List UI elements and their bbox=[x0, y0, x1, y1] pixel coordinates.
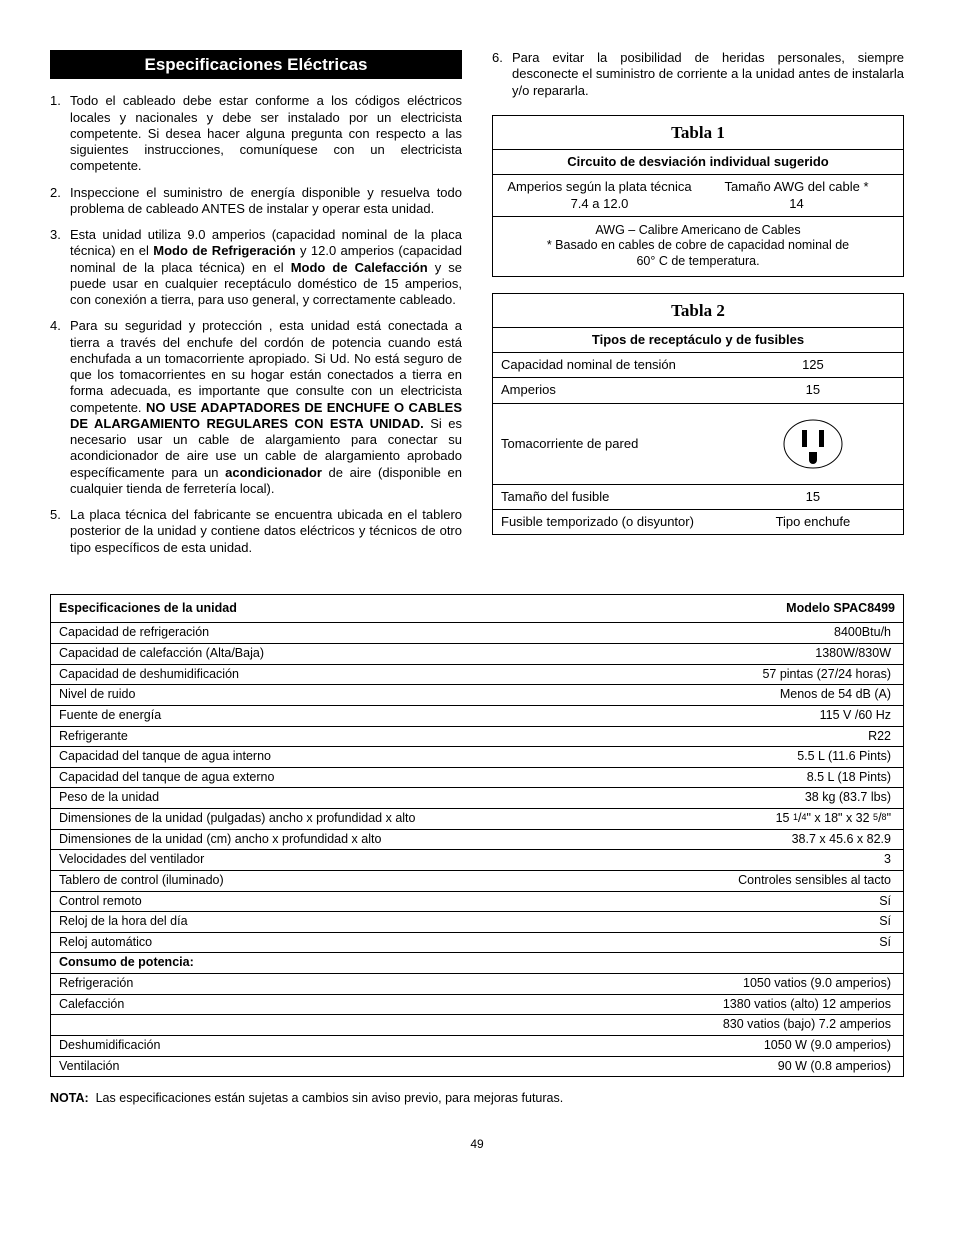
table-subtitle: Tipos de receptáculo y de fusibles bbox=[493, 328, 903, 353]
table-cell bbox=[51, 1015, 617, 1036]
table-cell: 38 kg (83.7 lbs) bbox=[617, 788, 904, 809]
footnote: NOTA: Las especificaciones están sujetas… bbox=[50, 1091, 904, 1107]
table-cell: R22 bbox=[617, 726, 904, 747]
instruction-list-cont: Para evitar la posibilidad de heridas pe… bbox=[492, 50, 904, 99]
outlet-icon bbox=[731, 418, 895, 470]
table-cell: Nivel de ruido bbox=[51, 685, 617, 706]
table-cell: Controles sensibles al tacto bbox=[617, 870, 904, 891]
table-cell: Amperios bbox=[501, 382, 731, 398]
table-cell: Reloj automático bbox=[51, 932, 617, 953]
table-cell: Sí bbox=[617, 891, 904, 912]
table-cell: Tablero de control (iluminado) bbox=[51, 870, 617, 891]
table-title: Tabla 2 bbox=[493, 294, 903, 328]
table-cell: Refrigeración bbox=[51, 974, 617, 995]
table-cell: Tamaño AWG del cable * 14 bbox=[698, 179, 895, 212]
table-cell: Tamaño del fusible bbox=[501, 489, 731, 505]
page-number: 49 bbox=[50, 1137, 904, 1152]
table-cell: Dimensiones de la unidad (pulgadas) anch… bbox=[51, 809, 617, 830]
table-cell: Velocidades del ventilador bbox=[51, 850, 617, 871]
table-cell: 15 bbox=[731, 382, 895, 398]
table-cell: Control remoto bbox=[51, 891, 617, 912]
table-note: AWG – Calibre Americano de Cables * Basa… bbox=[493, 217, 903, 276]
table-cell: Tipo enchufe bbox=[731, 514, 895, 530]
list-item: La placa técnica del fabricante se encue… bbox=[50, 507, 462, 556]
table-cell: 1380 vatios (alto) 12 amperios bbox=[617, 994, 904, 1015]
table-cell: Ventilación bbox=[51, 1056, 617, 1077]
table-cell: 8400Btu/h bbox=[617, 623, 904, 644]
list-item: Para evitar la posibilidad de heridas pe… bbox=[492, 50, 904, 99]
table-subheader: Consumo de potencia: bbox=[51, 953, 904, 974]
table-cell: Capacidad del tanque de agua interno bbox=[51, 747, 617, 768]
table-cell: Menos de 54 dB (A) bbox=[617, 685, 904, 706]
table-cell: Calefacción bbox=[51, 994, 617, 1015]
table-cell: 15 bbox=[731, 489, 895, 505]
table-cell: Dimensiones de la unidad (cm) ancho x pr… bbox=[51, 829, 617, 850]
table-cell: Refrigerante bbox=[51, 726, 617, 747]
table-cell: 15 1/4" x 18" x 32 5/8" bbox=[617, 809, 904, 830]
list-item: Todo el cableado debe estar conforme a l… bbox=[50, 93, 462, 174]
table-cell: 1380W/830W bbox=[617, 644, 904, 665]
table-header: Especificaciones de la unidad bbox=[51, 594, 617, 623]
table-cell: 125 bbox=[731, 357, 895, 373]
table-cell: 3 bbox=[617, 850, 904, 871]
table-cell: Tomacorriente de pared bbox=[501, 436, 731, 452]
list-item: Para su seguridad y protección , esta un… bbox=[50, 318, 462, 497]
table-cell: Peso de la unidad bbox=[51, 788, 617, 809]
table-cell: 38.7 x 45.6 x 82.9 bbox=[617, 829, 904, 850]
table-cell: Capacidad de calefacción (Alta/Baja) bbox=[51, 644, 617, 665]
table-cell: 8.5 L (18 Pints) bbox=[617, 767, 904, 788]
table-subtitle: Circuito de desviación individual sugeri… bbox=[493, 150, 903, 175]
table-cell: Fusible temporizado (o disyuntor) bbox=[501, 514, 731, 530]
table-cell: 57 pintas (27/24 horas) bbox=[617, 664, 904, 685]
list-item: Esta unidad utiliza 9.0 amperios (capaci… bbox=[50, 227, 462, 308]
instruction-list: Todo el cableado debe estar conforme a l… bbox=[50, 93, 462, 556]
spec-table: Especificaciones de la unidadModelo SPAC… bbox=[50, 594, 904, 1077]
table-cell: Fuente de energía bbox=[51, 705, 617, 726]
table-cell: 115 V /60 Hz bbox=[617, 705, 904, 726]
table-cell: 5.5 L (11.6 Pints) bbox=[617, 747, 904, 768]
table-cell: 830 vatios (bajo) 7.2 amperios bbox=[617, 1015, 904, 1036]
table-cell: Capacidad nominal de tensión bbox=[501, 357, 731, 373]
section-header: Especificaciones Eléctricas bbox=[50, 50, 462, 79]
table-cell: Capacidad de refrigeración bbox=[51, 623, 617, 644]
table-cell: Sí bbox=[617, 932, 904, 953]
table-cell: 1050 vatios (9.0 amperios) bbox=[617, 974, 904, 995]
table-cell: 90 W (0.8 amperios) bbox=[617, 1056, 904, 1077]
table-header: Modelo SPAC8499 bbox=[617, 594, 904, 623]
table-1: Tabla 1 Circuito de desviación individua… bbox=[492, 115, 904, 277]
table-2: Tabla 2 Tipos de receptáculo y de fusibl… bbox=[492, 293, 904, 536]
table-cell: Capacidad de deshumidificación bbox=[51, 664, 617, 685]
table-cell: Amperios según la plata técnica 7.4 a 12… bbox=[501, 179, 698, 212]
table-cell: Reloj de la hora del día bbox=[51, 912, 617, 933]
list-item: Inspeccione el suministro de energía dis… bbox=[50, 185, 462, 218]
table-cell: Deshumidificación bbox=[51, 1035, 617, 1056]
table-cell: Capacidad del tanque de agua externo bbox=[51, 767, 617, 788]
table-title: Tabla 1 bbox=[493, 116, 903, 150]
table-cell: Sí bbox=[617, 912, 904, 933]
table-cell: 1050 W (9.0 amperios) bbox=[617, 1035, 904, 1056]
